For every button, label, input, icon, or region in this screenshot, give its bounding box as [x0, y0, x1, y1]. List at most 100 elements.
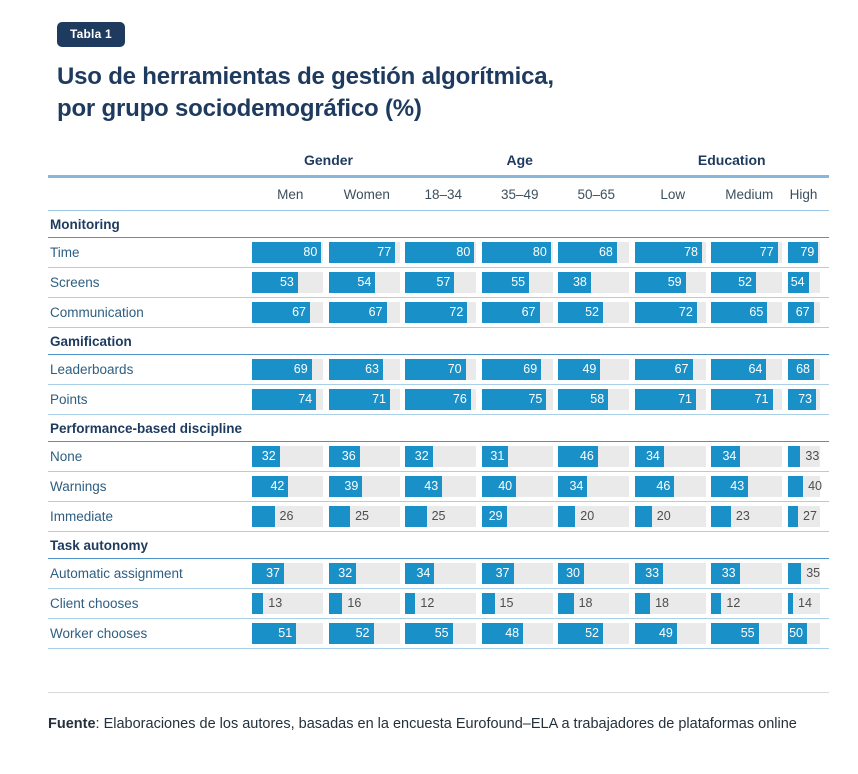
- table-row-screens: Screens 53 54 57 55 38 59 52 54: [48, 268, 830, 299]
- bar-track: 67: [252, 302, 323, 324]
- bar: 52: [558, 623, 603, 645]
- bar-track: 49: [558, 359, 629, 381]
- bar: 71: [711, 389, 773, 411]
- table-row-automatic-assignment: Automatic assignment 37 32 34 37 30 33 33 35: [48, 559, 829, 590]
- bar-cell: 54: [328, 272, 406, 294]
- bar-track: 59: [634, 272, 706, 294]
- bar-track: 34: [405, 563, 476, 585]
- bar: 67: [328, 302, 387, 324]
- bar-cell: 34: [405, 563, 482, 585]
- bar: [711, 593, 722, 615]
- bar-cell: 67: [481, 302, 559, 324]
- bar-value: 39: [344, 479, 359, 494]
- bar-cell: 52: [328, 623, 406, 645]
- table-row-leaderboards: Leaderboards 69 63 70 69 49 67 64 68: [48, 355, 829, 386]
- bar-cell: 54: [787, 272, 830, 294]
- bar-value: 42: [270, 479, 285, 494]
- bar-value: 75: [528, 392, 543, 407]
- bar-value: 32: [414, 449, 429, 464]
- bar-track: 27: [787, 506, 820, 528]
- bar-value: 34: [645, 449, 660, 464]
- bar-track: 54: [328, 272, 400, 294]
- bar: 34: [558, 476, 588, 498]
- bar-track: 33: [787, 446, 820, 468]
- bar-track: 12: [405, 593, 476, 615]
- bar-cell: 49: [634, 623, 712, 645]
- bar: 37: [252, 563, 284, 585]
- bar-value: 33: [805, 449, 820, 464]
- bar: [787, 446, 801, 468]
- bar: 69: [481, 359, 542, 381]
- bar-track: 64: [711, 359, 782, 381]
- bar: 79: [787, 242, 819, 264]
- bar-track: 38: [558, 272, 629, 294]
- bar: 31: [481, 446, 509, 468]
- bar-cell: 70: [405, 359, 482, 381]
- bar: 72: [634, 302, 697, 324]
- bar-track: 79: [787, 242, 820, 264]
- table-row-points: Points 74 71 76 75 58 71 71 73: [48, 385, 830, 416]
- section-header-label: Task autonomy: [50, 537, 149, 553]
- bar-track: 63: [328, 359, 400, 381]
- row-label: Time: [50, 245, 80, 261]
- bar-track: 72: [634, 302, 706, 324]
- bar: 67: [252, 302, 310, 324]
- column-header-18-34: 18–34: [424, 186, 463, 202]
- bar-cell: 46: [558, 446, 635, 468]
- bar: 32: [252, 446, 280, 468]
- bar-track: 23: [711, 506, 782, 528]
- row-label: Leaderboards: [50, 362, 134, 378]
- bar-cell: 76: [405, 389, 482, 411]
- bar-cell: 73: [787, 389, 830, 411]
- bar-cell: 67: [252, 302, 329, 324]
- bar-value: 69: [523, 362, 538, 377]
- bar-value: 49: [582, 362, 597, 377]
- bar-track: 71: [711, 389, 782, 411]
- bar-cell: 72: [405, 302, 482, 324]
- bar: [481, 593, 495, 615]
- bar: 67: [787, 302, 814, 324]
- bar: 29: [481, 506, 507, 528]
- bar-track: 69: [252, 359, 323, 381]
- bar-value: 74: [298, 392, 313, 407]
- column-group-label-education: Education: [697, 152, 766, 169]
- bar-value: 55: [740, 626, 755, 641]
- section-header-label: Monitoring: [50, 216, 120, 232]
- section-header-row-gamification: Gamification: [48, 328, 829, 356]
- bar-value: 12: [726, 596, 741, 611]
- table-row-none: None 32 36 32 31 46 34 34 33: [48, 442, 829, 473]
- bar-track: 37: [481, 563, 553, 585]
- table-row-immediate: Immediate 26 25 25 29 20 20 23 27: [48, 502, 829, 533]
- bar-track: 29: [481, 506, 553, 528]
- bar-track: 25: [405, 506, 476, 528]
- bar-track: 46: [634, 476, 706, 498]
- bar-cell: 71: [711, 389, 788, 411]
- bar-cell: 34: [634, 446, 712, 468]
- bar: 43: [405, 476, 443, 498]
- bar-cell: 59: [634, 272, 712, 294]
- bar-track: 31: [481, 446, 553, 468]
- bar-value: 55: [511, 275, 526, 290]
- bar-cell: 58: [558, 389, 635, 411]
- bar-track: 68: [787, 359, 820, 381]
- bar-value: 18: [655, 596, 669, 611]
- bar-track: 69: [481, 359, 553, 381]
- bar-value: 29: [488, 509, 503, 524]
- bar: [787, 506, 798, 528]
- bar-cell: 80: [405, 242, 482, 264]
- bar: 39: [328, 476, 363, 498]
- bar-cell: 71: [634, 389, 712, 411]
- row-label: Communication: [50, 305, 144, 321]
- bar: 46: [634, 476, 675, 498]
- bar-track: 32: [328, 563, 400, 585]
- bar-value: 63: [365, 362, 379, 377]
- section-header-label: Performance-based discipline: [50, 420, 243, 436]
- row-label: Worker chooses: [50, 626, 148, 642]
- bar-track: 55: [481, 272, 553, 294]
- bar-cell: 52: [558, 623, 635, 645]
- bar: [405, 593, 416, 615]
- bar-track: 71: [634, 389, 706, 411]
- bar-track: 26: [252, 506, 323, 528]
- bar-value: 14: [798, 596, 812, 611]
